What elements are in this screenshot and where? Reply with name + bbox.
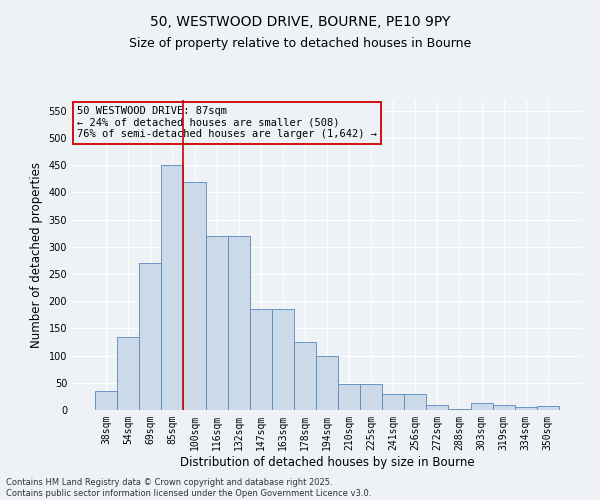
Bar: [382, 394, 404, 410]
Text: Size of property relative to detached houses in Bourne: Size of property relative to detached ho…: [129, 38, 471, 51]
Bar: [206, 236, 227, 410]
Bar: [294, 342, 316, 410]
Bar: [117, 336, 139, 410]
Bar: [360, 384, 382, 410]
Text: Contains HM Land Registry data © Crown copyright and database right 2025.
Contai: Contains HM Land Registry data © Crown c…: [6, 478, 371, 498]
Text: 50, WESTWOOD DRIVE, BOURNE, PE10 9PY: 50, WESTWOOD DRIVE, BOURNE, PE10 9PY: [150, 15, 450, 29]
Bar: [338, 384, 360, 410]
Bar: [227, 236, 250, 410]
Y-axis label: Number of detached properties: Number of detached properties: [30, 162, 43, 348]
Bar: [470, 404, 493, 410]
Bar: [427, 404, 448, 410]
Text: 50 WESTWOOD DRIVE: 87sqm
← 24% of detached houses are smaller (508)
76% of semi-: 50 WESTWOOD DRIVE: 87sqm ← 24% of detach…: [77, 106, 377, 140]
Bar: [95, 391, 117, 410]
Bar: [537, 406, 559, 410]
Bar: [161, 166, 184, 410]
Bar: [493, 404, 515, 410]
Bar: [316, 356, 338, 410]
Bar: [448, 409, 470, 410]
Bar: [515, 408, 537, 410]
Bar: [184, 182, 206, 410]
Bar: [250, 310, 272, 410]
Bar: [404, 394, 427, 410]
X-axis label: Distribution of detached houses by size in Bourne: Distribution of detached houses by size …: [179, 456, 475, 468]
Bar: [139, 263, 161, 410]
Bar: [272, 310, 294, 410]
